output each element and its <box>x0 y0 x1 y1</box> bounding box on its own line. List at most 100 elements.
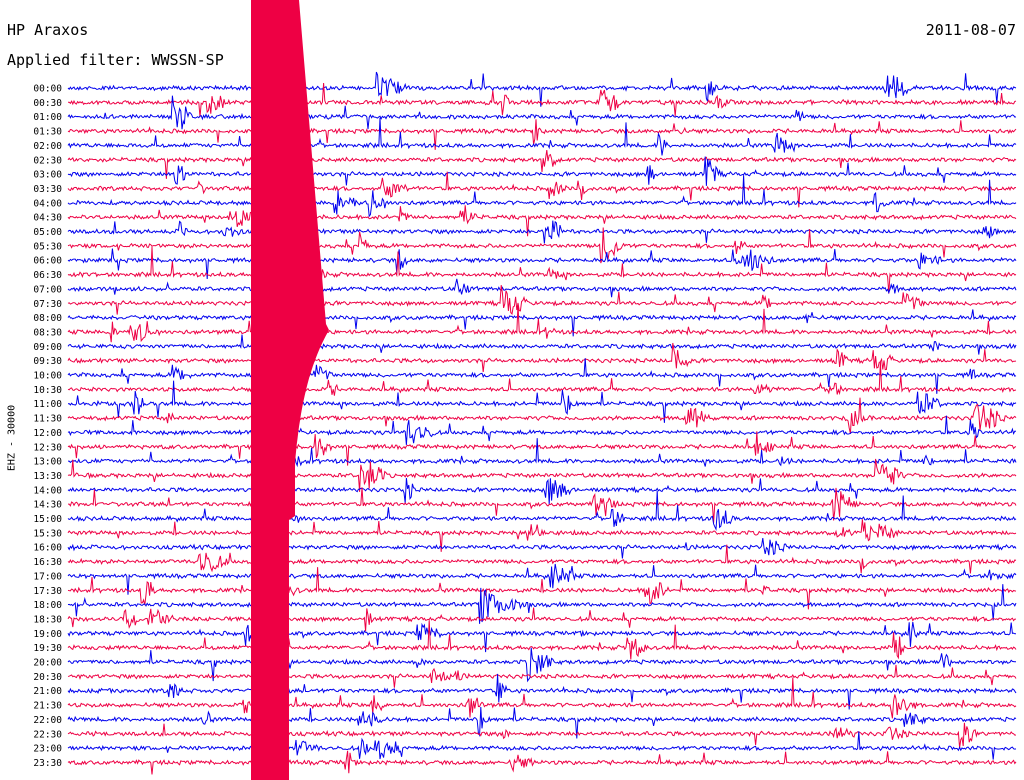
trace-row <box>67 308 1017 337</box>
row-label: 02:30 <box>33 155 62 166</box>
trace-row <box>67 205 1017 237</box>
trace-row <box>67 664 1017 688</box>
trace-row <box>67 431 1017 466</box>
trace-row <box>67 567 1017 610</box>
row-label: 03:30 <box>33 184 62 195</box>
trace-row <box>67 332 1017 366</box>
row-label: 05:30 <box>33 241 62 252</box>
trace-row <box>67 722 1017 748</box>
row-label: 08:30 <box>33 327 62 338</box>
trace-row <box>67 220 1016 244</box>
row-label: 20:30 <box>33 672 62 683</box>
trace-row <box>67 519 1017 552</box>
trace-row <box>67 380 1017 423</box>
trace-row <box>67 278 1017 298</box>
row-label: 09:00 <box>33 342 62 353</box>
row-label: 00:30 <box>33 98 62 109</box>
trace-row <box>68 487 1017 524</box>
row-label: 23:30 <box>33 758 62 769</box>
row-label: 17:30 <box>33 586 62 597</box>
trace-row <box>67 544 1017 574</box>
row-label: 19:00 <box>33 629 62 640</box>
row-label: 16:30 <box>33 557 62 568</box>
trace-row <box>67 175 1017 218</box>
trace-row <box>67 677 1017 719</box>
row-label: 04:30 <box>33 213 62 224</box>
row-labels: 00:00 00:30 01:00 01:30 02:00 02:30 03:00 03:30… <box>33 84 62 769</box>
trace-row <box>67 342 1017 373</box>
trace-row <box>67 119 1017 150</box>
trace-row <box>67 673 1017 710</box>
row-label: 11:00 <box>33 399 62 410</box>
row-label: 06:00 <box>33 256 62 267</box>
row-label: 05:00 <box>33 227 62 238</box>
trace-row <box>67 246 1017 294</box>
row-label: 17:00 <box>33 571 62 582</box>
row-label: 12:00 <box>33 428 62 439</box>
row-label: 08:00 <box>33 313 62 324</box>
row-label: 20:00 <box>33 658 62 669</box>
saturated-quake-band <box>251 0 289 780</box>
row-label: 13:30 <box>33 471 62 482</box>
trace-row <box>67 156 1017 186</box>
trace-row <box>67 117 1017 156</box>
trace-row <box>67 171 1017 208</box>
row-label: 03:00 <box>33 170 62 181</box>
trace-row <box>67 647 1017 683</box>
trace-row <box>67 731 1017 760</box>
row-label: 06:30 <box>33 270 62 281</box>
seismic-traces <box>67 67 1017 780</box>
trace-row <box>68 82 1017 118</box>
trace-row <box>67 304 1017 343</box>
row-label: 01:30 <box>33 127 62 138</box>
row-label: 15:00 <box>33 514 62 525</box>
row-label: 11:30 <box>33 414 62 425</box>
trace-row <box>67 361 1017 404</box>
row-label: 00:00 <box>33 84 62 95</box>
row-label: 18:30 <box>33 614 62 625</box>
trace-row <box>67 67 1017 107</box>
trace-row <box>67 248 1017 280</box>
row-label: 22:30 <box>33 729 62 740</box>
row-label: 01:00 <box>33 112 62 123</box>
trace-row <box>67 750 1017 780</box>
row-label: 13:00 <box>33 457 62 468</box>
trace-row <box>67 358 1017 394</box>
trace-row <box>67 490 1017 531</box>
trace-row <box>67 227 1017 264</box>
row-label: 07:30 <box>33 299 62 310</box>
row-label: 14:30 <box>33 500 62 511</box>
row-label: 18:00 <box>33 600 62 611</box>
row-label: 10:00 <box>33 371 62 382</box>
trace-row <box>67 584 1017 624</box>
trace-row <box>67 141 1017 179</box>
trace-row <box>67 458 1017 492</box>
row-label: 10:30 <box>33 385 62 396</box>
trace-row <box>67 477 1017 505</box>
row-label: 21:30 <box>33 701 62 712</box>
row-label: 19:30 <box>33 643 62 654</box>
quake-coda <box>289 0 329 520</box>
trace-row <box>67 285 1017 315</box>
trace-row <box>67 538 1017 559</box>
trace-row <box>67 563 1017 595</box>
row-label: 12:30 <box>33 442 62 453</box>
trace-row <box>67 397 1017 434</box>
row-label: 07:00 <box>33 284 62 295</box>
row-label: 09:30 <box>33 356 62 367</box>
station-name: HP Araxos <box>7 21 89 39</box>
trace-row <box>67 620 1017 660</box>
row-label: 14:00 <box>33 485 62 496</box>
filter-label: Applied filter: WWSSN-SP <box>7 51 224 69</box>
row-label: 02:00 <box>33 141 62 152</box>
row-label: 16:00 <box>33 543 62 554</box>
trace-row <box>67 606 1016 632</box>
row-label: 04:00 <box>33 198 62 209</box>
big-quake-overlay <box>251 0 329 780</box>
row-label: 21:00 <box>33 686 62 697</box>
row-label: 23:00 <box>33 744 62 755</box>
trace-row <box>68 433 1017 469</box>
row-label: 22:00 <box>33 715 62 726</box>
record-date: 2011-08-07 <box>925 21 1016 39</box>
